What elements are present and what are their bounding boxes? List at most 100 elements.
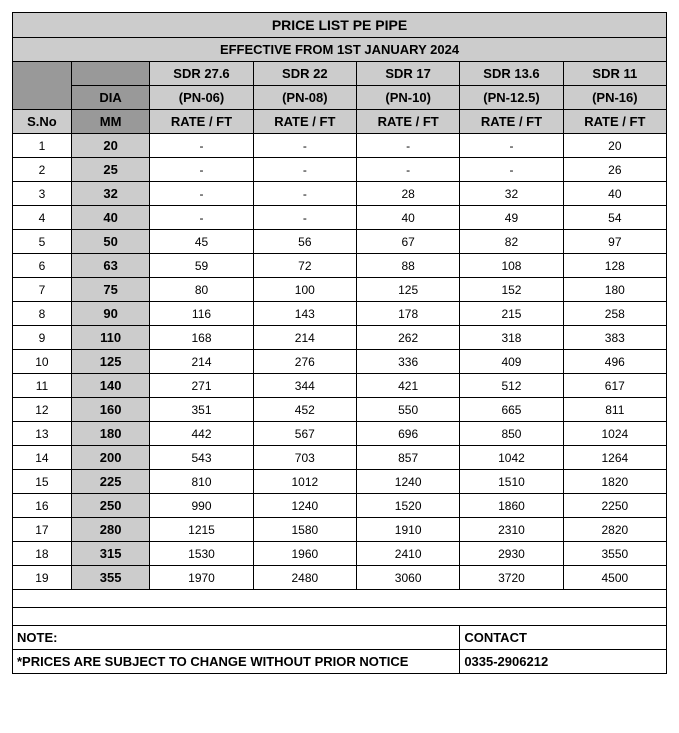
cell-dia: 20 (71, 134, 149, 158)
table-row: 77580100125152180 (13, 278, 667, 302)
cell-rate: 2820 (563, 518, 666, 542)
hdr-pn-3: (PN-12.5) (460, 86, 563, 110)
cell-dia: 140 (71, 374, 149, 398)
cell-rate: 88 (356, 254, 459, 278)
cell-sno: 6 (13, 254, 72, 278)
cell-rate: 168 (150, 326, 253, 350)
cell-rate: 215 (460, 302, 563, 326)
hdr-pn-2: (PN-10) (356, 86, 459, 110)
hdr-sdr-3: SDR 13.6 (460, 62, 563, 86)
cell-rate: - (150, 182, 253, 206)
cell-rate: - (253, 158, 356, 182)
hdr-pn-1: (PN-08) (253, 86, 356, 110)
hdr-blank-1 (13, 62, 72, 110)
table-row: 10125214276336409496 (13, 350, 667, 374)
cell-rate: 1530 (150, 542, 253, 566)
cell-dia: 110 (71, 326, 149, 350)
cell-rate: 1520 (356, 494, 459, 518)
cell-rate: - (356, 158, 459, 182)
cell-dia: 180 (71, 422, 149, 446)
cell-rate: 810 (150, 470, 253, 494)
table-row: 1420054370385710421264 (13, 446, 667, 470)
cell-rate: 3060 (356, 566, 459, 590)
table-row: 440--404954 (13, 206, 667, 230)
cell-rate: 344 (253, 374, 356, 398)
table-row: 9110168214262318383 (13, 326, 667, 350)
cell-dia: 25 (71, 158, 149, 182)
cell-rate: 180 (563, 278, 666, 302)
cell-rate: - (356, 134, 459, 158)
blank (13, 608, 667, 626)
cell-rate: 80 (150, 278, 253, 302)
cell-sno: 15 (13, 470, 72, 494)
cell-rate: - (253, 206, 356, 230)
cell-rate: - (253, 134, 356, 158)
cell-dia: 63 (71, 254, 149, 278)
cell-sno: 10 (13, 350, 72, 374)
cell-sno: 12 (13, 398, 72, 422)
cell-dia: 315 (71, 542, 149, 566)
cell-rate: 442 (150, 422, 253, 446)
hdr-sdr-0: SDR 27.6 (150, 62, 253, 86)
cell-rate: 512 (460, 374, 563, 398)
cell-rate: 262 (356, 326, 459, 350)
cell-rate: 1820 (563, 470, 666, 494)
cell-rate: 72 (253, 254, 356, 278)
cell-rate: - (460, 158, 563, 182)
cell-rate: 1860 (460, 494, 563, 518)
cell-rate: 214 (253, 326, 356, 350)
cell-rate: 567 (253, 422, 356, 446)
cell-rate: 2310 (460, 518, 563, 542)
cell-rate: 857 (356, 446, 459, 470)
cell-rate: 2410 (356, 542, 459, 566)
cell-sno: 17 (13, 518, 72, 542)
cell-rate: 496 (563, 350, 666, 374)
cell-rate: 1042 (460, 446, 563, 470)
table-row: 332--283240 (13, 182, 667, 206)
cell-dia: 50 (71, 230, 149, 254)
table-row: 131804425676968501024 (13, 422, 667, 446)
cell-rate: 1970 (150, 566, 253, 590)
cell-sno: 8 (13, 302, 72, 326)
cell-rate: 1580 (253, 518, 356, 542)
cell-sno: 5 (13, 230, 72, 254)
cell-rate: 617 (563, 374, 666, 398)
cell-rate: 336 (356, 350, 459, 374)
contact-label: CONTACT (460, 626, 667, 650)
cell-rate: 178 (356, 302, 459, 326)
cell-rate: 143 (253, 302, 356, 326)
cell-rate: 100 (253, 278, 356, 302)
cell-dia: 75 (71, 278, 149, 302)
cell-rate: 214 (150, 350, 253, 374)
cell-rate: 703 (253, 446, 356, 470)
cell-rate: 3550 (563, 542, 666, 566)
cell-rate: 550 (356, 398, 459, 422)
table-row: 120----20 (13, 134, 667, 158)
hdr-rate-4: RATE / FT (563, 110, 666, 134)
blank (13, 590, 667, 608)
cell-rate: 2250 (563, 494, 666, 518)
cell-rate: 1510 (460, 470, 563, 494)
hdr-sno: S.No (13, 110, 72, 134)
note-text: *PRICES ARE SUBJECT TO CHANGE WITHOUT PR… (13, 650, 460, 674)
cell-rate: 40 (563, 182, 666, 206)
cell-dia: 32 (71, 182, 149, 206)
cell-rate: 1215 (150, 518, 253, 542)
cell-dia: 90 (71, 302, 149, 326)
cell-rate: - (460, 134, 563, 158)
cell-dia: 40 (71, 206, 149, 230)
cell-sno: 14 (13, 446, 72, 470)
table-row: 11140271344421512617 (13, 374, 667, 398)
cell-dia: 160 (71, 398, 149, 422)
cell-rate: 1910 (356, 518, 459, 542)
cell-dia: 125 (71, 350, 149, 374)
cell-rate: - (150, 134, 253, 158)
hdr-pn-0: (PN-06) (150, 86, 253, 110)
table-row: 5504556678297 (13, 230, 667, 254)
cell-rate: 54 (563, 206, 666, 230)
cell-rate: 850 (460, 422, 563, 446)
cell-rate: 2480 (253, 566, 356, 590)
cell-rate: 116 (150, 302, 253, 326)
table-row: 12160351452550665811 (13, 398, 667, 422)
cell-rate: 258 (563, 302, 666, 326)
